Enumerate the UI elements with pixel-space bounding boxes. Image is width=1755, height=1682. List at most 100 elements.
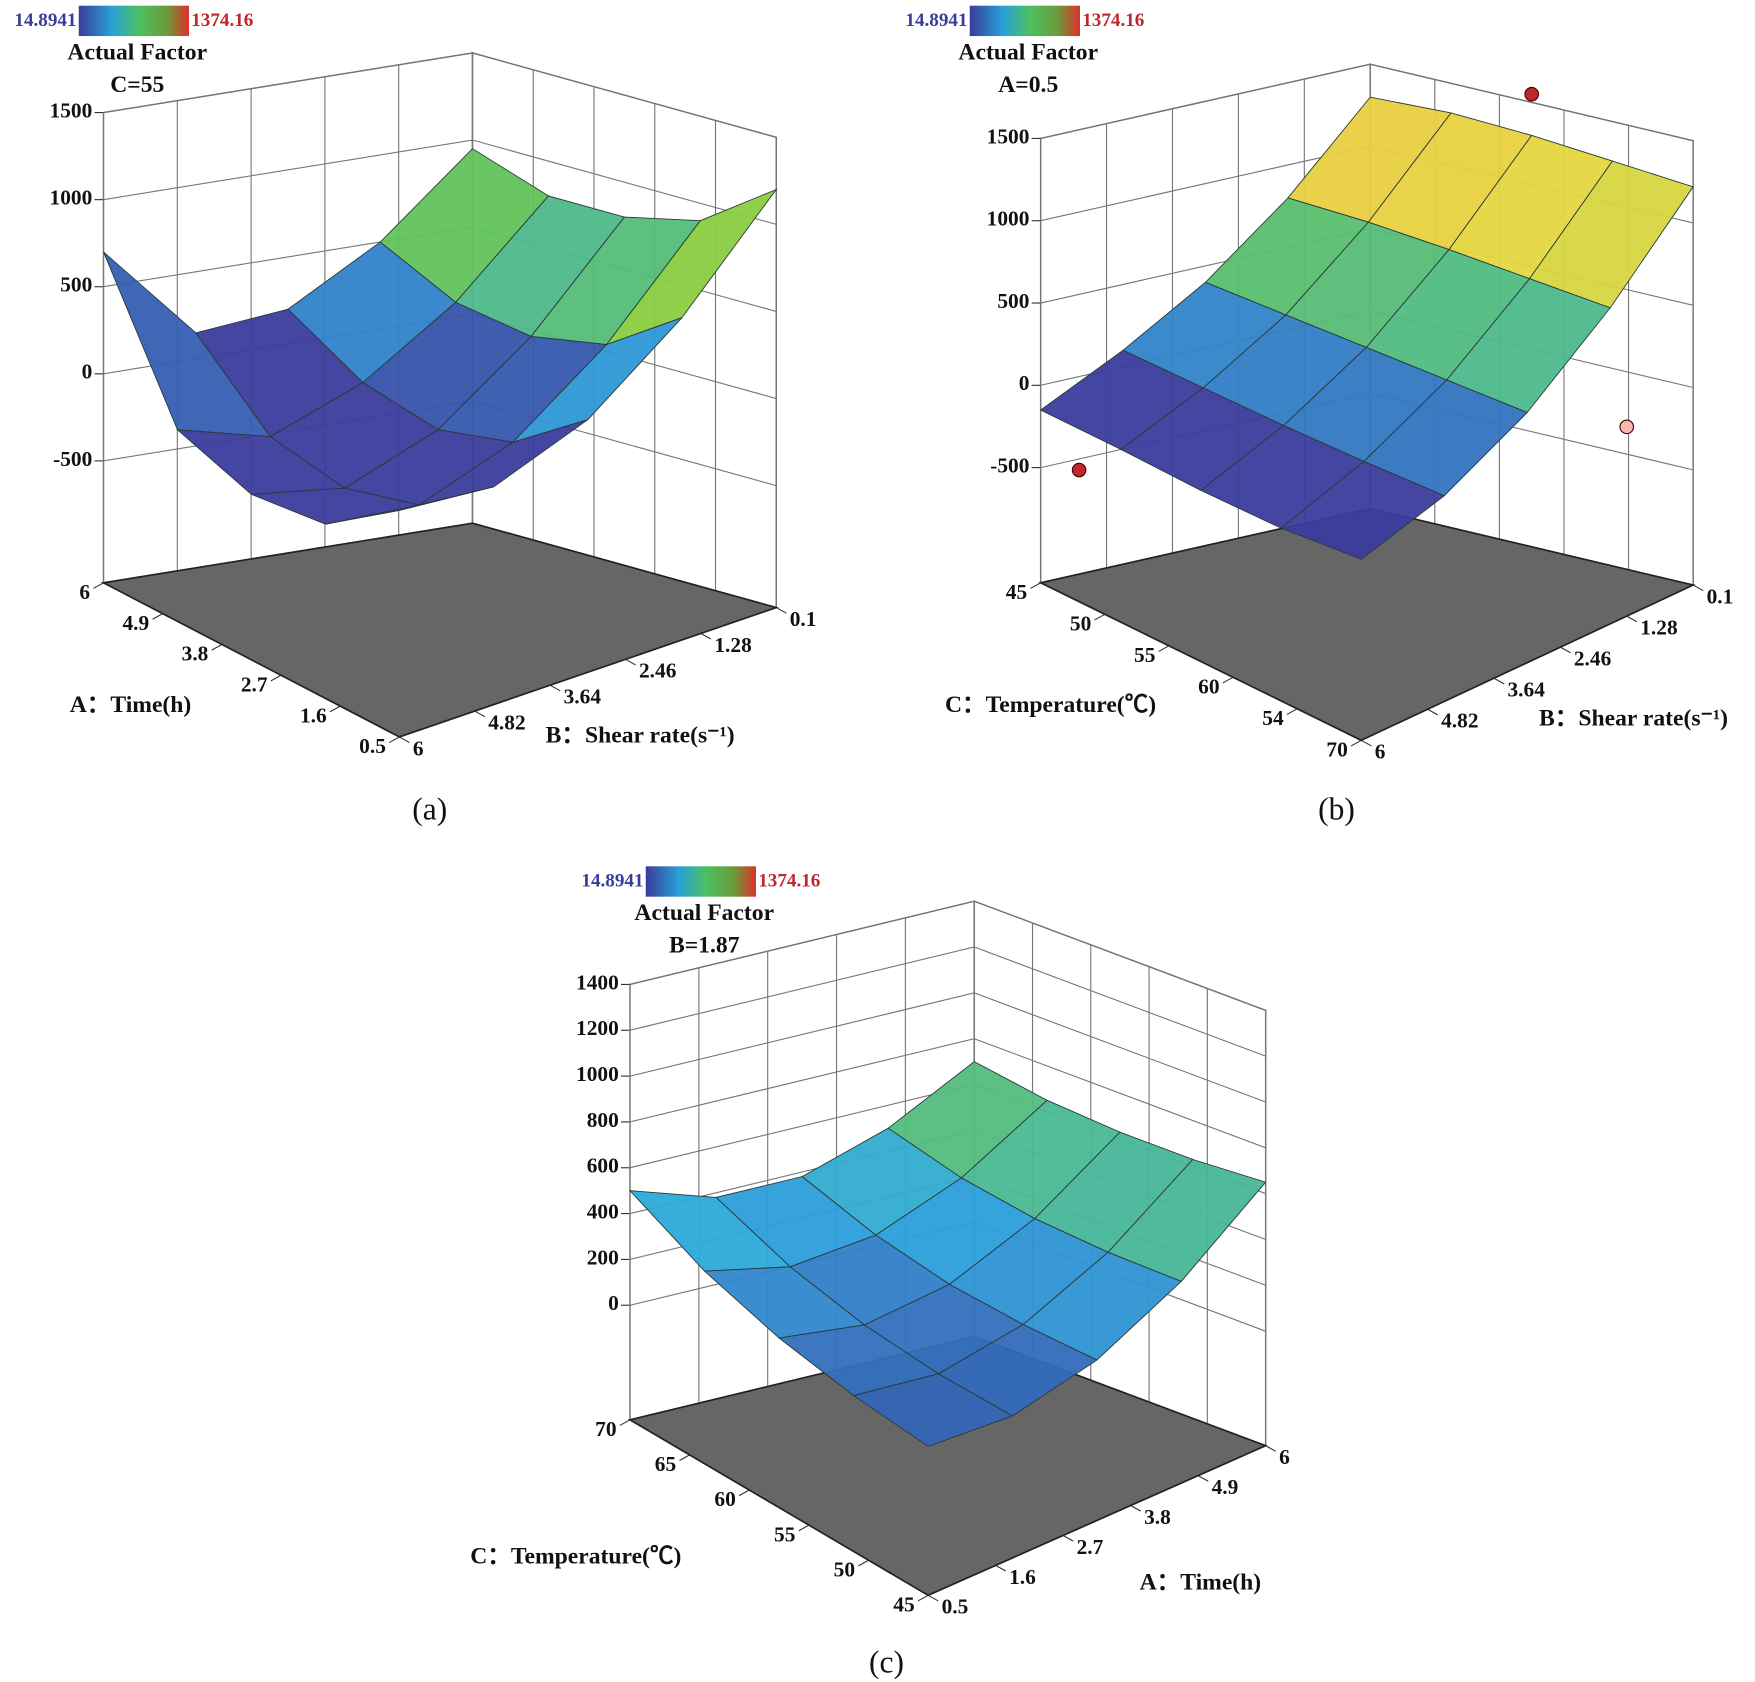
colorbar-min: 14.8941: [905, 10, 967, 31]
z-tick-label: 800: [587, 1108, 619, 1132]
y-tick: [625, 658, 636, 666]
x-tick: [1286, 708, 1298, 715]
z-tick-label: -500: [53, 447, 92, 471]
x-tick: [93, 582, 104, 589]
colorbar: [78, 5, 189, 37]
x-tick-label: 60: [1198, 674, 1219, 698]
x-tick-label: 6: [79, 580, 90, 604]
x-tick: [1094, 613, 1106, 621]
x-tick-label: 70: [595, 1417, 616, 1441]
z-tick-label: 0: [1019, 371, 1030, 395]
x-tick: [1030, 582, 1041, 589]
x-tick-label: 4.9: [122, 611, 149, 635]
x-tick-label: 54: [1262, 706, 1284, 730]
x-tick: [329, 705, 341, 713]
design-point: [1619, 419, 1635, 435]
z-tick-label: 1000: [987, 207, 1030, 231]
y-tick-label: 2.46: [1574, 647, 1612, 671]
colorbar: [969, 5, 1080, 37]
x-axis-label: C：Temperature(℃): [470, 1544, 681, 1570]
x-tick-label: 45: [1006, 580, 1027, 604]
y-tick-label: 1.28: [714, 633, 751, 657]
z-tick-label: 500: [997, 289, 1029, 313]
y-tick-label: 2.46: [639, 659, 677, 683]
y-tick: [474, 710, 486, 718]
floor: [100, 522, 780, 738]
y-tick: [549, 684, 561, 692]
y-tick: [1560, 646, 1571, 654]
x-tick-label: 45: [893, 1592, 914, 1616]
y-axis-label: B：Shear rate(s⁻¹): [1539, 705, 1728, 731]
y-tick-label: 4.82: [1441, 709, 1478, 733]
x-tick: [152, 613, 163, 620]
y-tick-label: 3.64: [564, 685, 602, 709]
x-tick-label: 60: [714, 1487, 735, 1511]
y-tick: [1692, 584, 1704, 592]
x-axis-label: C：Temperature(℃): [945, 692, 1156, 718]
x-tick-label: 65: [655, 1452, 676, 1476]
z-tick-label: -500: [990, 454, 1029, 478]
panel-label: (b): [1318, 792, 1355, 827]
x-tick: [619, 1419, 631, 1426]
colorbar-min: 14.8941: [581, 870, 643, 891]
y-tick-label: 6: [1375, 740, 1386, 764]
panel: 14.8941 1374.16 Actual Factor B=1.87 0 200 400…: [470, 866, 1290, 1679]
x-tick: [679, 1454, 690, 1462]
x-tick: [270, 674, 282, 682]
y-tick: [927, 1594, 939, 1602]
surface-cell: [852, 1373, 1014, 1447]
y-tick-label: 0.5: [942, 1595, 969, 1619]
y-tick: [1130, 1505, 1142, 1512]
x-tick-label: 50: [834, 1557, 855, 1581]
design-point: [1524, 86, 1539, 102]
x-tick: [917, 1594, 929, 1602]
x-tick-label: 0.5: [359, 734, 386, 758]
x-tick: [1158, 645, 1170, 652]
y-tick-label: 3.64: [1508, 678, 1546, 702]
z-tick-label: 0: [82, 360, 93, 384]
colorbar-max: 1374.16: [191, 10, 253, 31]
y-tick-label: 4.82: [488, 710, 525, 734]
y-tick: [1626, 615, 1638, 623]
factor-title: Actual Factor: [634, 900, 774, 926]
z-tick-label: 400: [587, 1199, 619, 1223]
x-tick-label: 50: [1070, 611, 1091, 635]
z-tick-label: 1500: [987, 124, 1030, 148]
factor: A=0.5: [998, 72, 1058, 98]
y-tick-label: 0.1: [1707, 584, 1734, 608]
x-tick-label: 70: [1326, 737, 1347, 761]
y-tick: [1265, 1445, 1277, 1452]
y-tick-label: 0.1: [790, 607, 817, 631]
x-tick-label: 3.8: [182, 642, 209, 666]
x-tick-label: 55: [774, 1522, 795, 1546]
panel: 14.8941 1374.16 Actual Factor C=55 -500 0 500 1…: [14, 5, 817, 827]
x-tick-label: 55: [1134, 643, 1155, 667]
y-tick-label: 6: [413, 736, 424, 760]
z-tick-label: 1000: [50, 186, 93, 210]
y-tick-label: 6: [1279, 1445, 1290, 1469]
y-tick-label: 1.28: [1640, 616, 1677, 640]
y-tick-label: 4.9: [1212, 1475, 1239, 1499]
z-tick-label: 1400: [576, 970, 619, 994]
design-point: [1071, 462, 1087, 478]
factor-title: Actual Factor: [67, 39, 207, 65]
y-tick-label: 1.6: [1009, 1565, 1036, 1589]
z-tick-label: 200: [587, 1245, 619, 1269]
colorbar-min: 14.8941: [14, 10, 76, 31]
z-tick-label: 500: [60, 273, 92, 297]
x-tick: [1222, 676, 1234, 684]
z-tick-label: 600: [587, 1154, 619, 1178]
panel-label: (a): [412, 792, 447, 827]
x-tick: [738, 1489, 750, 1497]
x-tick: [1350, 739, 1362, 747]
z-tick-label: 0: [608, 1291, 619, 1315]
surface-cell: [1280, 460, 1446, 560]
x-tick-label: 2.7: [241, 672, 268, 696]
y-tick: [775, 607, 787, 614]
x-axis-label: A：Time(h): [70, 692, 192, 718]
y-tick: [399, 736, 410, 744]
y-tick: [700, 632, 712, 640]
z-tick-label: 1000: [576, 1062, 619, 1086]
